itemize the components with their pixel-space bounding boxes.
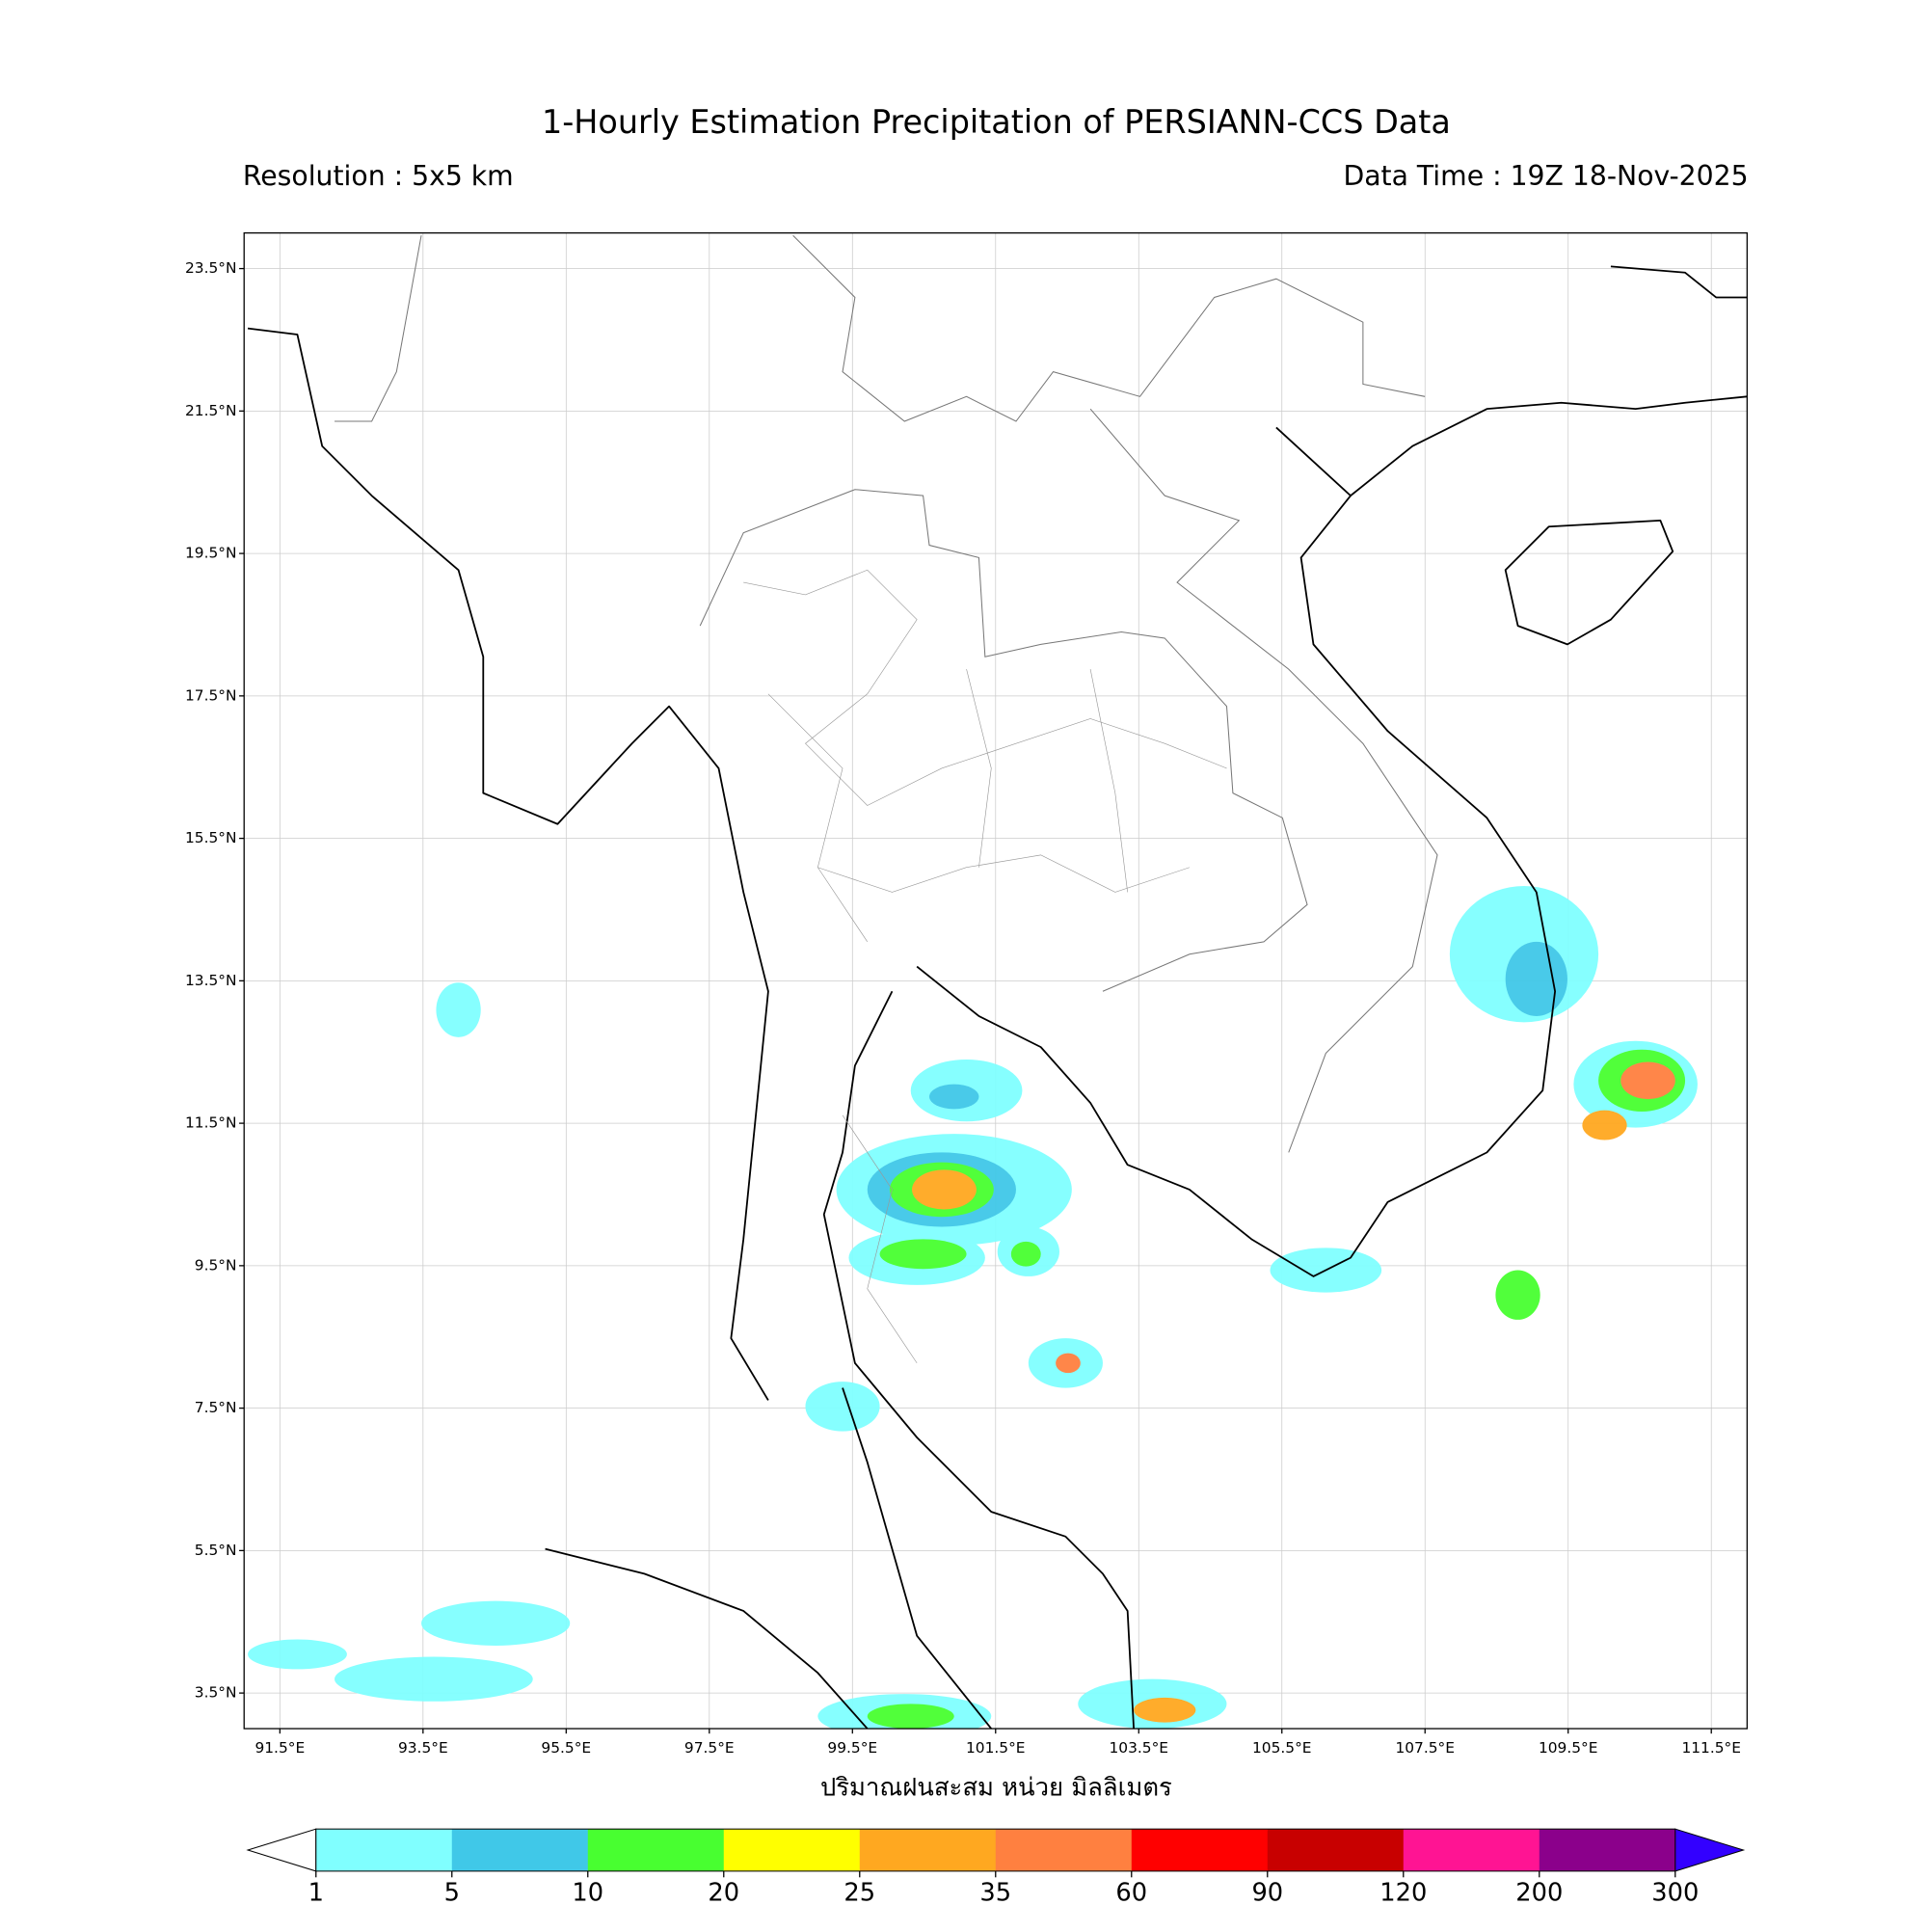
resolution: Resolution : 5x5 km [243, 160, 514, 192]
title: 1-Hourly Estimation Precipitation of PER… [542, 103, 1451, 141]
border [335, 235, 422, 422]
x-tick-label: 111.5°E [1681, 1739, 1741, 1757]
coastline [1610, 265, 1748, 299]
colorbar-tick-label: 60 [1115, 1879, 1147, 1908]
coastline [916, 426, 1557, 1277]
x-tick-label: 99.5°E [827, 1739, 877, 1757]
y-tick-label: 11.5°N [185, 1114, 237, 1132]
y-tick-label: 3.5°N [195, 1684, 237, 1702]
colorbar-tick-label: 120 [1379, 1879, 1427, 1908]
colorbar-segment [1267, 1829, 1405, 1871]
colorbar-segment [859, 1829, 997, 1871]
colorbar-segment [315, 1829, 453, 1871]
x-tick-label: 107.5°E [1395, 1739, 1455, 1757]
y-tick-label: 17.5°N [185, 686, 237, 704]
x-tick-label: 91.5°E [254, 1739, 305, 1757]
precipitation [248, 886, 1698, 1730]
colorbar-segment [1131, 1829, 1269, 1871]
provinces [743, 569, 1227, 1364]
colorbar-tick-label: 20 [708, 1879, 739, 1908]
colorbar-segment [723, 1829, 861, 1871]
map-layer [247, 234, 1748, 1730]
x-tick-label: 95.5°E [541, 1739, 591, 1757]
border [699, 489, 1308, 992]
colorbar-tick-label: 35 [979, 1879, 1011, 1908]
colorbar-segment [451, 1829, 589, 1871]
y-tick-label: 15.5°N [185, 829, 237, 846]
border [792, 234, 1426, 422]
y-tick-label: 21.5°N [185, 402, 237, 419]
x-tick-label: 97.5°E [684, 1739, 735, 1757]
colorbar-tick-label: 5 [444, 1879, 460, 1908]
colorbar: 1 5 10 20 25 35 60 90 120 200 300 [246, 1828, 1746, 1908]
x-tick-label: 109.5°E [1539, 1739, 1598, 1757]
x-tick-label: 105.5°E [1252, 1739, 1312, 1757]
colorbar-over [1674, 1828, 1746, 1872]
border [1089, 408, 1438, 1153]
data-time: Data Time : 19Z 18-Nov-2025 [1343, 160, 1748, 192]
x-axis-label: ปริมาณฝนสะสม หน่วย มิลลิเมตร [820, 1773, 1172, 1802]
colorbar-tick-label: 10 [572, 1879, 603, 1908]
colorbar-segment [587, 1829, 725, 1871]
x-tick-label: 103.5°E [1109, 1739, 1168, 1757]
colorbar-tick-label: 90 [1251, 1879, 1283, 1908]
y-tick-label: 13.5°N [185, 972, 237, 989]
y-tick-label: 19.5°N [185, 545, 237, 562]
coastline [247, 327, 769, 1401]
colorbar-tick-label: 25 [844, 1879, 875, 1908]
colorbar-under [246, 1828, 317, 1872]
colorbar-segment [995, 1829, 1133, 1871]
axes: 91.5°E 93.5°E 95.5°E 97.5°E 99.5°E 101.5°E 103… [185, 259, 1741, 1757]
colorbar-tick-label: 200 [1515, 1879, 1563, 1908]
colorbar-segment [1539, 1829, 1676, 1871]
colorbar-tick-label: 300 [1651, 1879, 1699, 1908]
coastline [842, 1387, 992, 1730]
coastline [545, 1547, 869, 1730]
x-tick-label: 101.5°E [966, 1739, 1026, 1757]
x-tick-label: 93.5°E [398, 1739, 448, 1757]
colorbar-tick-label: 1 [308, 1879, 324, 1908]
y-tick-label: 9.5°N [195, 1256, 237, 1274]
coastline [822, 990, 1135, 1730]
y-tick-label: 7.5°N [195, 1399, 237, 1416]
y-tick-label: 23.5°N [185, 259, 237, 277]
colorbar-segment [1403, 1829, 1540, 1871]
y-tick-label: 5.5°N [195, 1542, 237, 1559]
coastline [1350, 395, 1748, 496]
coastline [1504, 519, 1674, 646]
